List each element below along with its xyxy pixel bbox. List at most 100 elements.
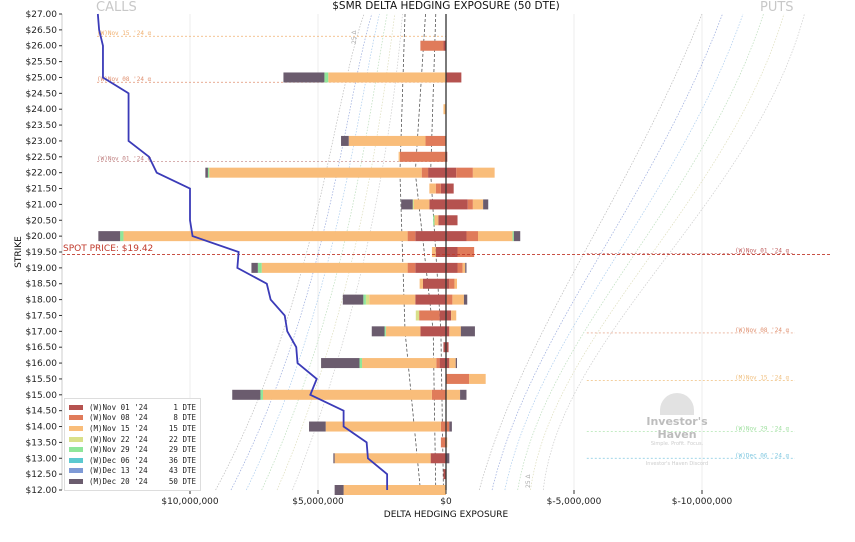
put-bar-segment	[512, 231, 514, 242]
call-bar-segment	[421, 167, 429, 178]
legend-dte: 15 DTE	[168, 423, 196, 433]
put-bar-segment	[457, 262, 463, 273]
delta-curve	[261, 13, 388, 491]
put-bar-segment	[446, 294, 453, 305]
delta-curve	[246, 13, 380, 491]
call-bar-segment	[428, 167, 446, 178]
x-tick-label: $0	[440, 497, 452, 507]
y-tick-label: $15.00	[26, 391, 58, 401]
y-tick-label: $26.50	[26, 26, 58, 36]
call-bar-segment	[262, 389, 432, 400]
call-bar-segment	[321, 358, 360, 369]
call-bar-segment	[359, 358, 363, 369]
y-tick-label: $13.50	[26, 438, 58, 448]
put-bar-segment	[455, 358, 458, 369]
y-tick-label: $12.00	[26, 486, 58, 496]
logo-name: Investor's Haven	[646, 415, 708, 441]
legend-swatch	[69, 425, 83, 431]
y-tick-label: $13.00	[26, 454, 58, 464]
call-bar-segment	[422, 278, 446, 289]
legend-label: (W)Nov 22 '24	[89, 434, 148, 444]
expiry-marker-label: (W)Nov 01 '24 α	[735, 248, 790, 255]
delta-curve	[276, 13, 396, 491]
y-tick-label: $15.50	[26, 375, 58, 385]
put-bar-segment	[456, 167, 473, 178]
delta-curve	[530, 13, 785, 491]
call-bar-segment	[399, 151, 446, 162]
y-tick-label: $18.00	[26, 296, 58, 306]
call-bar-segment	[435, 183, 441, 194]
delta-curve	[230, 13, 373, 491]
legend-swatch	[69, 404, 83, 410]
legend-dte: 36 DTE	[168, 455, 196, 465]
put-bar-segment	[446, 247, 458, 257]
put-bar-segment	[460, 326, 475, 337]
expiry-marker-label: (W)Nov 15 '24 α	[97, 30, 152, 37]
y-tick-label: $25.50	[26, 58, 58, 68]
call-bar-segment	[440, 437, 446, 448]
call-bar-segment	[384, 326, 386, 337]
y-tick-label: $23.00	[26, 137, 58, 147]
expiry-marker-label: (W)Nov 08 '24 α	[97, 76, 152, 83]
put-bar-segment	[446, 421, 450, 432]
call-bar-segment	[324, 72, 329, 83]
call-bar-segment	[439, 358, 446, 369]
axes-layer: $10,000,000 $5,000,000 $0 $-5,000,000 $-10,0…	[26, 10, 733, 507]
puts-label: PUTS	[760, 0, 794, 15]
y-tick-label: $19.00	[26, 264, 58, 274]
put-bar-segment	[466, 231, 478, 242]
delta-curve	[542, 13, 805, 491]
call-bar-segment	[412, 199, 414, 210]
call-bar-segment	[362, 358, 437, 369]
call-bar-segment	[434, 215, 439, 226]
legend-item: (W)Nov 22 '24 22 DTE	[69, 434, 196, 445]
delta-curve	[478, 13, 703, 491]
call-bar-segment	[415, 262, 446, 273]
legend-item: (W)Dec 13 '24 43 DTE	[69, 466, 196, 477]
legend-item: (W)Nov 01 '24 1 DTE	[69, 402, 196, 413]
y-tick-label: $25.00	[26, 73, 58, 83]
put-bar-segment	[472, 199, 484, 210]
call-bar-segment	[420, 326, 446, 337]
call-bar-segment	[363, 294, 366, 305]
y-tick-label: $20.00	[26, 232, 58, 242]
call-bar-segment	[407, 231, 416, 242]
call-bar-segment	[260, 389, 263, 400]
y-tick-label: $22.00	[26, 169, 58, 179]
call-bar-segment	[415, 310, 420, 321]
call-bar-segment	[443, 342, 446, 353]
y-tick-label: $23.50	[26, 121, 58, 131]
call-bar-segment	[438, 215, 446, 226]
put-bar-segment	[465, 262, 467, 273]
legend-swatch	[69, 436, 83, 442]
put-bar-segment	[446, 262, 458, 273]
expiry-marker-label: (W)Dec 06 '24 α	[735, 452, 790, 459]
call-bar-segment	[385, 326, 421, 337]
expiry-marker-label: (M)Nov 15 '24 α	[735, 375, 790, 382]
call-bar-segment	[341, 135, 349, 146]
y-tick-label: $22.50	[26, 153, 58, 163]
call-bar-segment	[371, 326, 385, 337]
call-bar-segment	[209, 167, 422, 178]
legend-item: (M)Nov 15 '24 15 DTE	[69, 423, 196, 434]
y-tick-label: $24.00	[26, 105, 58, 115]
y-tick-label: $16.50	[26, 343, 58, 353]
call-bar-segment	[429, 199, 446, 210]
call-bar-segment	[365, 294, 370, 305]
y-tick-label: $21.50	[26, 185, 58, 195]
put-bar-segment	[457, 247, 475, 257]
call-bar-segment	[436, 358, 440, 369]
put-bar-segment	[452, 294, 464, 305]
y-tick-label: $14.00	[26, 423, 58, 433]
call-bar-segment	[401, 199, 413, 210]
expiry-marker-label: (W)Nov 08 '24 α	[735, 327, 790, 334]
chart-title: $SMR DELTA HEDGING EXPOSURE (50 DTE)	[332, 0, 560, 12]
put-bar-segment	[472, 167, 495, 178]
put-bar-segment	[451, 310, 457, 321]
put-bar-segment	[462, 262, 466, 273]
call-bar-segment	[415, 294, 446, 305]
y-tick-label: $14.50	[26, 407, 58, 417]
legend-label: (W)Dec 06 '24	[89, 455, 148, 465]
call-bar-segment	[433, 215, 435, 226]
put-bar-segment	[446, 278, 450, 289]
